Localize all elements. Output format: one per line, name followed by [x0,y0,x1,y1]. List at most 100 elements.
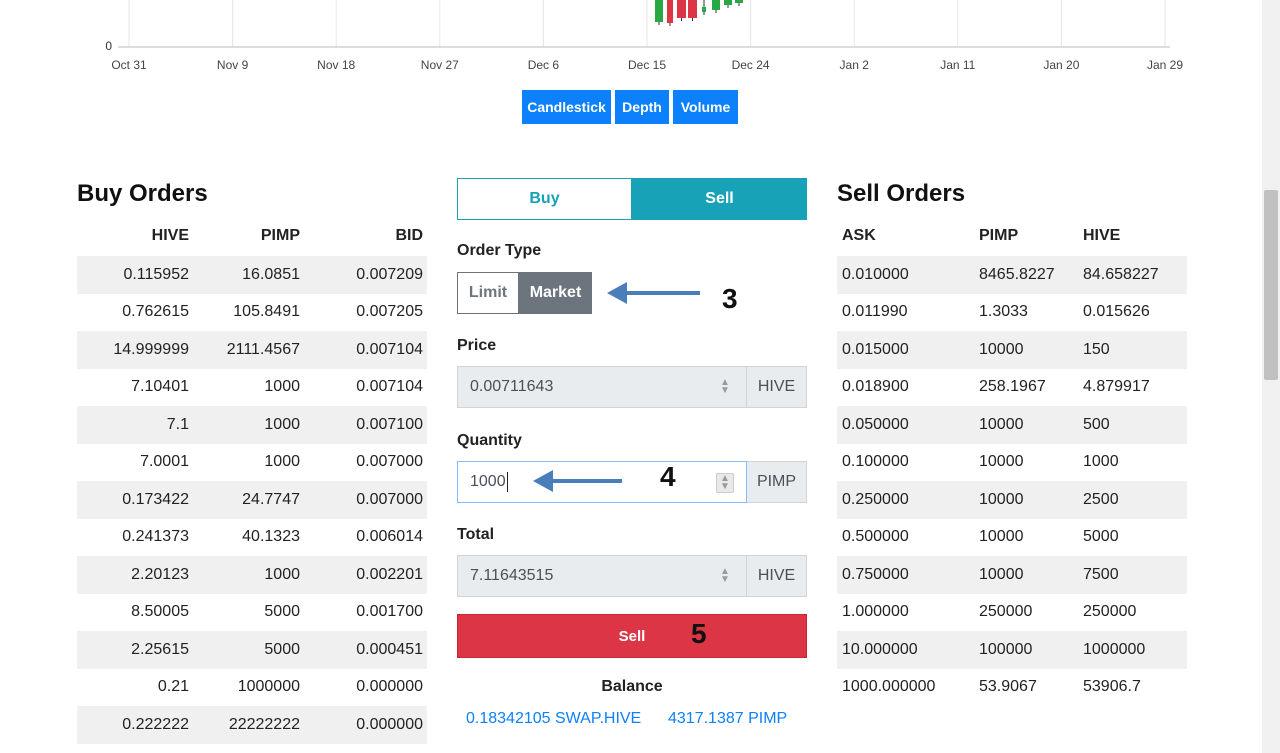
total-input[interactable]: 7.11643515 ▲ ▼ [457,555,747,597]
sell-price-link[interactable]: 0.050000 [842,415,909,433]
price-spinner-icon[interactable]: ▲ ▼ [720,377,730,396]
price-input[interactable]: 0.00711643 ▲ ▼ [457,366,747,408]
sell-price-link[interactable]: 1.000000 [842,603,909,621]
sell-price-link[interactable]: 10.000000 [842,640,918,658]
buy-row[interactable]: 8.50005 5000 0.001700 [77,594,427,632]
buy-row[interactable]: 7.10401 1000 0.007104 [77,369,427,407]
candle-body [655,0,663,22]
depth-button[interactable]: Depth [615,90,669,124]
sell-price-link[interactable]: 0.100000 [842,453,909,471]
sell-price-link[interactable]: 0.250000 [842,490,909,508]
buy-row[interactable]: 0.173422 24.7747 0.007000 [77,481,427,519]
buy-cell-col2: 2111.4567 [226,340,300,358]
buy-cell-col2: 105.8491 [233,303,300,321]
sell-row[interactable]: 0.018900 258.1967 4.879917 [837,369,1187,407]
buy-price-link[interactable]: 0.000451 [356,640,423,658]
buy-price-link[interactable]: 0.007104 [356,340,423,358]
sell-price-link[interactable]: 0.015000 [842,340,909,358]
price-unit: HIVE [747,366,807,408]
buy-row[interactable]: 0.21 1000000 0.000000 [77,669,427,707]
sell-cell-col3: 250000 [1083,603,1137,621]
buy-price-link[interactable]: 0.007104 [356,378,423,396]
quantity-input[interactable]: 1000 ▲ ▼ [457,461,747,503]
sell-row[interactable]: 0.250000 10000 2500 [837,481,1187,519]
buy-row[interactable]: 0.241373 40.1323 0.006014 [77,519,427,557]
x-axis-tick-label: Jan 20 [1043,58,1079,72]
quantity-label: Quantity [457,432,522,449]
buy-price-link[interactable]: 0.000000 [356,678,423,696]
balance-swap-hive-link[interactable]: 0.18342105 SWAP.HIVE [466,710,642,727]
total-spinner-icon[interactable]: ▲ ▼ [720,566,730,585]
buy-cell-col2: 1000 [264,565,300,583]
sell-row[interactable]: 0.500000 10000 5000 [837,519,1187,557]
buy-orders-header-row: HIVE PIMP BID [77,216,427,256]
buy-row[interactable]: 2.25615 5000 0.000451 [77,631,427,669]
candle-body [667,0,673,23]
sell-row[interactable]: 10.000000 100000 1000000 [837,631,1187,669]
buy-price-link[interactable]: 0.001700 [356,603,423,621]
x-axis-tick-label: Dec 15 [628,58,666,72]
balance-pimp-link[interactable]: 4317.1387 PIMP [668,710,788,727]
sell-submit-button[interactable]: Sell [457,614,807,658]
buy-row[interactable]: 0.762615 105.8491 0.007205 [77,294,427,332]
buy-row[interactable]: 0.222222 22222222 0.000000 [77,706,427,744]
sell-row[interactable]: 1000.000000 53.9067 53906.7 [837,669,1187,707]
sell-row[interactable]: 0.015000 10000 150 [837,331,1187,369]
quantity-spinner-icon[interactable]: ▲ ▼ [716,473,734,493]
buy-price-link[interactable]: 0.007205 [356,303,423,321]
sell-price-link[interactable]: 0.010000 [842,265,909,283]
x-axis-tick-label: Dec 24 [732,58,770,72]
buy-row[interactable]: 14.999999 2111.4567 0.007104 [77,331,427,369]
step-number-3: 3 [722,283,738,314]
sell-price-link[interactable]: 0.018900 [842,378,909,396]
buy-orders-panel: Buy Orders HIVE PIMP BID 0.115952 16.0851… [77,180,427,744]
sell-price-link[interactable]: 0.750000 [842,565,909,583]
sell-cell-col3: 1000 [1083,453,1119,471]
sell-row[interactable]: 0.011990 1.3033 0.015626 [837,294,1187,332]
chart-type-toolbar: Candlestick Depth Volume [522,90,738,124]
sell-cell-col2: 258.1967 [979,378,1046,396]
sell-cell-col3: 1000000 [1083,640,1146,658]
buy-price-link[interactable]: 0.002201 [356,565,423,583]
sell-orders-title: Sell Orders [837,180,966,207]
buy-cell-col2: 1000000 [237,678,300,696]
sell-row[interactable]: 0.100000 10000 1000 [837,444,1187,482]
sell-row[interactable]: 1.000000 250000 250000 [837,594,1187,632]
buy-cell-col2: 5000 [264,640,300,658]
buy-cell-col1: 7.1 [166,415,189,433]
sell-cell-col3: 84.658227 [1083,265,1159,283]
sell-price-link[interactable]: 1000.000000 [842,678,936,696]
buy-tab[interactable]: Buy [457,178,632,220]
buy-price-link[interactable]: 0.000000 [356,715,423,733]
sell-row[interactable]: 0.010000 8465.8227 84.658227 [837,256,1187,294]
buy-row[interactable]: 7.0001 1000 0.007000 [77,444,427,482]
sell-cell-col2: 10000 [979,453,1024,471]
sell-price-link[interactable]: 0.011990 [842,303,908,321]
sell-row[interactable]: 0.750000 10000 7500 [837,556,1187,594]
market-button[interactable]: Market [519,272,592,314]
limit-button[interactable]: Limit [457,272,519,314]
buy-cell-col2: 16.0851 [242,265,300,283]
scrollbar-thumb[interactable] [1264,190,1278,380]
buy-price-link[interactable]: 0.007000 [356,490,423,508]
volume-button[interactable]: Volume [673,90,738,124]
candlestick-button[interactable]: Candlestick [522,90,611,124]
buy-cell-col1: 8.50005 [131,603,189,621]
buy-price-link[interactable]: 0.007100 [356,415,423,433]
buy-price-link[interactable]: 0.007000 [356,453,423,471]
page-scrollbar[interactable] [1262,0,1280,753]
buy-price-link[interactable]: 0.006014 [356,528,423,546]
buy-row[interactable]: 0.115952 16.0851 0.007209 [77,256,427,294]
buy-price-link[interactable]: 0.007209 [356,265,423,283]
x-axis-tick-label: Nov 18 [317,58,355,72]
sell-row[interactable]: 0.050000 10000 500 [837,406,1187,444]
sell-price-link[interactable]: 0.500000 [842,528,909,546]
buy-row[interactable]: 7.1 1000 0.007100 [77,406,427,444]
sell-cell-col3: 5000 [1083,528,1119,546]
buy-cell-col1: 14.999999 [113,340,189,358]
total-label: Total [457,526,495,543]
sell-cell-col2: 1.3033 [979,303,1028,321]
sell-tab[interactable]: Sell [632,178,807,220]
quantity-value: 1000 [470,473,506,490]
buy-row[interactable]: 2.20123 1000 0.002201 [77,556,427,594]
